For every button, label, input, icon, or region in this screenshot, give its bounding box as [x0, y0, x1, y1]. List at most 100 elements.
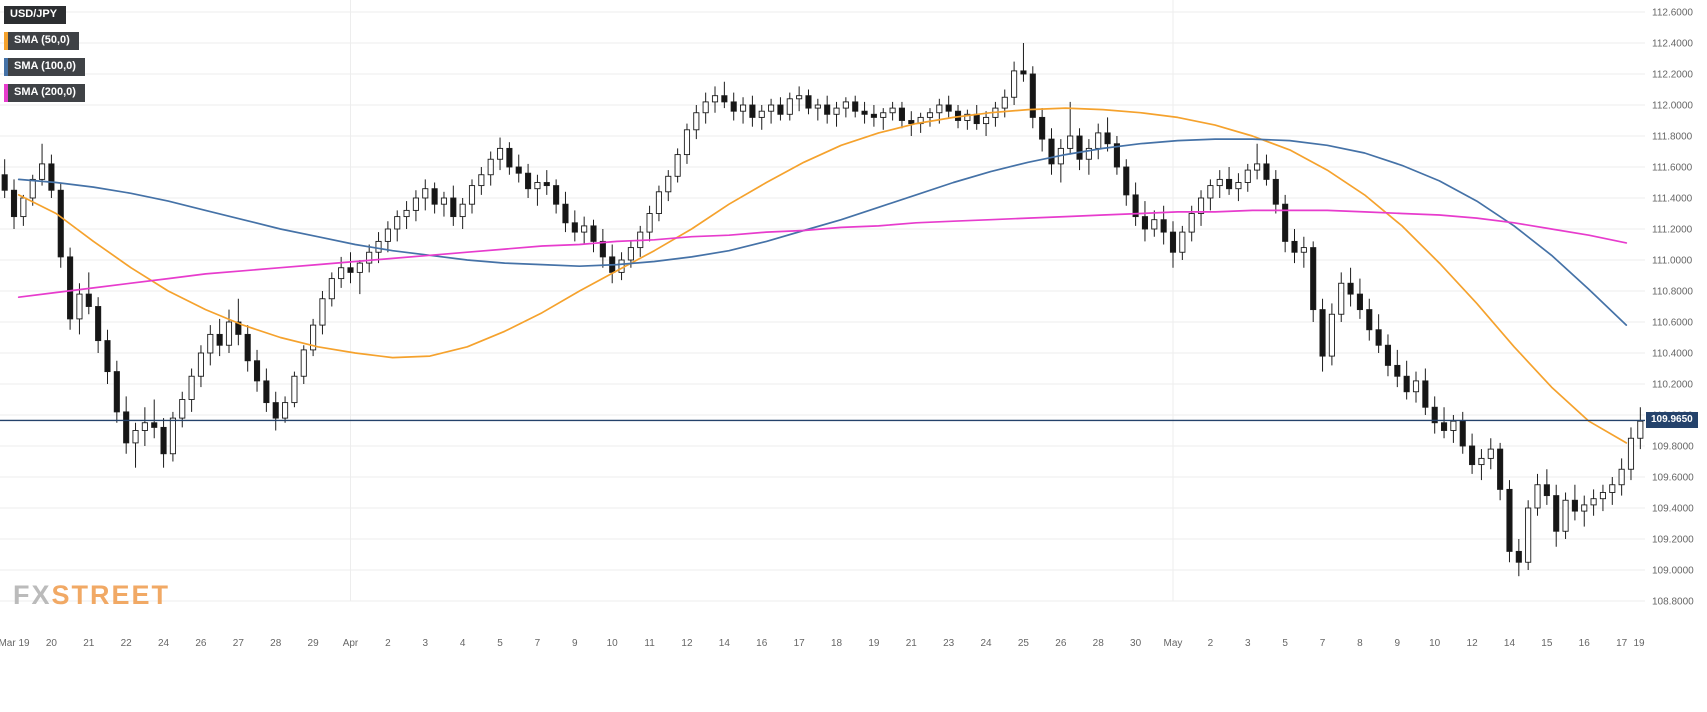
y-axis-tick: 110.6000 [1652, 317, 1693, 328]
candle-body [394, 216, 401, 230]
candle-body [1039, 116, 1046, 140]
x-axis-tick: 3 [1245, 638, 1251, 649]
x-axis-labels: Mar 19 20 21 22 24 26 27 28 29 Apr 2 3 4 5 7 9 10 11 12 14 1… [0, 638, 1645, 649]
candle-body [898, 107, 905, 121]
x-axis-tick: 15 [1541, 638, 1553, 649]
candle-body [169, 417, 176, 455]
candle-body [796, 95, 803, 100]
candle-body [57, 189, 64, 258]
candle-body [515, 166, 522, 174]
y-axis-tick: 110.4000 [1652, 348, 1693, 359]
candle-body [1011, 70, 1018, 98]
candle-body [1300, 247, 1307, 253]
candle-body [431, 188, 438, 205]
candle-body [291, 375, 298, 404]
candle-body [1310, 247, 1317, 311]
candle-body [1581, 504, 1588, 512]
y-axis-tick: 111.2000 [1652, 224, 1693, 235]
candle-body [403, 209, 410, 218]
x-axis-tick: May [1164, 638, 1183, 649]
candle-body [347, 267, 354, 273]
candle-body [768, 104, 775, 112]
candle-body [179, 399, 186, 419]
candle-body [319, 298, 326, 326]
x-axis-tick: 21 [906, 638, 918, 649]
x-axis-tick: 12 [681, 638, 693, 649]
candle-body [1, 174, 8, 191]
sma-200-line [17, 209, 1628, 299]
legend-sma-100-label: SMA (100,0) [14, 60, 76, 72]
x-axis-tick: 19 [1633, 638, 1645, 649]
candle-body [1440, 422, 1448, 431]
candle-body [702, 101, 709, 114]
candle-body [282, 402, 289, 419]
symbol-chip-usdjpy[interactable]: USD/JPY [4, 6, 67, 24]
candle-body [1422, 380, 1429, 408]
candle-body [1029, 73, 1036, 118]
candle-body [1226, 178, 1233, 190]
candle-body [1319, 309, 1326, 357]
candle-body [1553, 495, 1560, 532]
candle-body [1478, 457, 1485, 466]
candle-body [160, 426, 167, 455]
legend-sma-100[interactable]: SMA (100,0) [4, 58, 85, 76]
candle-body [1506, 488, 1513, 552]
candle-body [328, 278, 335, 300]
candle-body [711, 95, 719, 103]
candle-body [1282, 203, 1289, 242]
candle-body [1263, 163, 1270, 180]
candle-body [1216, 178, 1223, 187]
x-axis-tick: 25 [1018, 638, 1030, 649]
grid-layer [0, 0, 1645, 602]
x-axis-tick: 16 [756, 638, 768, 649]
candle-body [1244, 169, 1251, 183]
candle-body [1235, 182, 1242, 190]
candle-body [1123, 166, 1130, 196]
candle-body [1599, 492, 1606, 500]
candle-body [1590, 498, 1597, 506]
candle-body [674, 154, 681, 177]
x-axis-tick: 9 [572, 638, 578, 649]
y-axis-tick: 112.4000 [1652, 38, 1693, 49]
sma-50-line [17, 107, 1628, 444]
candle-body [627, 247, 634, 261]
candle-body [1412, 380, 1420, 393]
candle-body [1076, 135, 1083, 160]
candle-body [459, 203, 466, 218]
candle-body [141, 422, 148, 431]
x-axis-tick: 20 [46, 638, 58, 649]
candle-body [1450, 420, 1457, 431]
legend-sma-200[interactable]: SMA (200,0) [4, 84, 85, 102]
legend-sma-50[interactable]: SMA (50,0) [4, 32, 79, 50]
candle-body [375, 240, 382, 253]
candle-body [412, 197, 419, 211]
candle-body [39, 163, 46, 180]
y-axis-tick: 111.4000 [1652, 193, 1693, 204]
candle-body [188, 375, 195, 400]
candle-body [384, 228, 391, 242]
candle-body [1020, 70, 1027, 75]
x-axis-tick: 28 [1093, 638, 1105, 649]
candle-body [880, 112, 887, 118]
x-axis-tick: 28 [270, 638, 282, 649]
candle-body [272, 402, 279, 419]
sma-100-line [17, 138, 1628, 326]
y-axis-tick: 110.2000 [1652, 379, 1693, 390]
x-axis-tick: 5 [1282, 638, 1288, 649]
candle-body [945, 104, 952, 112]
candle-body [1618, 468, 1625, 486]
chart-legend: USD/JPY SMA (50,0) SMA (100,0) SMA (200,… [4, 6, 85, 102]
candle-body [1366, 309, 1373, 331]
candle-body [824, 104, 831, 115]
fxstreet-watermark: FXSTREET [13, 580, 170, 611]
candle-body [786, 98, 793, 115]
candle-body [693, 112, 700, 131]
candle-body [1356, 293, 1363, 311]
x-axis-tick: 3 [422, 638, 428, 649]
y-axis-tick: 110.8000 [1652, 286, 1693, 297]
x-axis-tick: 2 [1208, 638, 1214, 649]
candle-body [1328, 313, 1335, 357]
candle-body [468, 185, 476, 205]
